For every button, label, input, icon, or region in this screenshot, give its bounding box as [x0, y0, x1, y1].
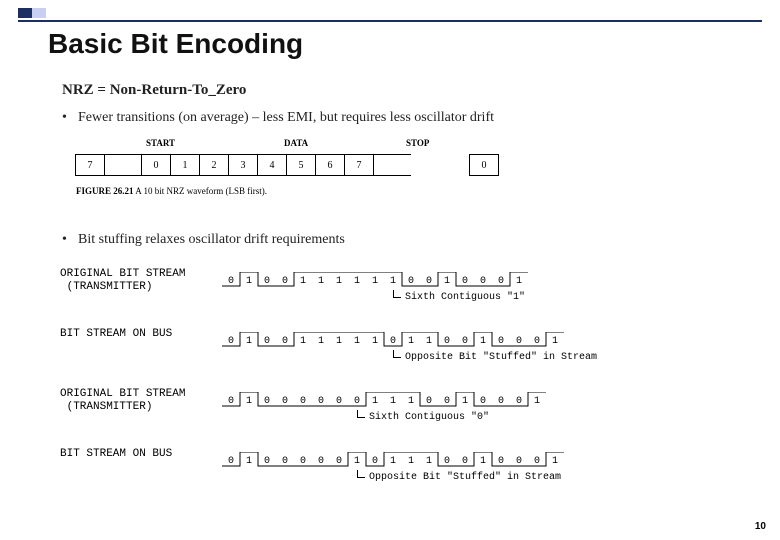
- nrz-cell: 7: [75, 154, 105, 176]
- figure-caption: FIGURE 26.21 A 10 bit NRZ waveform (LSB …: [76, 186, 267, 196]
- nrz-cell: [410, 154, 470, 176]
- nrz-waveform: [222, 452, 568, 472]
- annotation-hook: [357, 410, 365, 418]
- label-data: DATA: [284, 138, 308, 148]
- figure-caption-text: A 10 bit NRZ waveform (LSB first).: [134, 186, 268, 196]
- accent-bar: [18, 8, 58, 18]
- annotation-hook: [357, 470, 365, 478]
- nrz-waveform: [222, 392, 550, 412]
- nrz-cell: [104, 154, 142, 176]
- nrz-cell: 3: [228, 154, 258, 176]
- nrz-heading: NRZ = Non-Return-To_Zero: [62, 82, 246, 99]
- bullet-bit-stuffing: Bit stuffing relaxes oscillator drift re…: [78, 232, 345, 248]
- nrz-waveform: [222, 272, 532, 292]
- annotation-text: Opposite Bit "Stuffed" in Stream: [369, 472, 561, 483]
- annotation-text: Sixth Contiguous "1": [405, 292, 525, 303]
- figure-caption-bold: FIGURE 26.21: [76, 186, 134, 196]
- page-title: Basic Bit Encoding: [48, 28, 303, 60]
- stuffing-row: ORIGINAL BIT STREAM (TRANSMITTER)0100111…: [60, 260, 720, 320]
- nrz-figure: START DATA STOP 7012345670 FIGURE 26.21 …: [76, 136, 616, 196]
- annotation-text: Opposite Bit "Stuffed" in Stream: [405, 352, 597, 363]
- annotation-hook: [393, 290, 401, 298]
- nrz-cell: 0: [141, 154, 171, 176]
- stuffing-row-label: ORIGINAL BIT STREAM (TRANSMITTER): [60, 268, 210, 294]
- nrz-cell: 0: [469, 154, 499, 176]
- label-stop: STOP: [406, 138, 429, 148]
- stuffing-row: BIT STREAM ON BUS0100111110110010001Oppo…: [60, 320, 720, 380]
- stuffing-row: ORIGINAL BIT STREAM (TRANSMITTER)0100000…: [60, 380, 720, 440]
- nrz-cell: 7: [344, 154, 374, 176]
- annotation-text: Sixth Contiguous "0": [369, 412, 489, 423]
- stuffing-row: BIT STREAM ON BUS0100000101110010001Oppo…: [60, 440, 720, 500]
- stuffing-row-label: ORIGINAL BIT STREAM (TRANSMITTER): [60, 388, 210, 414]
- label-start: START: [146, 138, 175, 148]
- nrz-cell: 6: [315, 154, 345, 176]
- nrz-waveform: [222, 332, 568, 352]
- nrz-cell: 2: [199, 154, 229, 176]
- nrz-cell: [373, 154, 411, 176]
- header-rule: [18, 20, 762, 22]
- nrz-cells: 7012345670: [76, 154, 499, 176]
- nrz-cell: 1: [170, 154, 200, 176]
- bullet-fewer-transitions: Fewer transitions (on average) – less EM…: [78, 110, 494, 126]
- stuffing-row-label: BIT STREAM ON BUS: [60, 328, 210, 341]
- annotation-hook: [393, 350, 401, 358]
- stuffing-row-label: BIT STREAM ON BUS: [60, 448, 210, 461]
- nrz-cell: 5: [286, 154, 316, 176]
- accent-dark: [18, 8, 32, 18]
- nrz-cell: 4: [257, 154, 287, 176]
- accent-light: [32, 8, 46, 18]
- bit-stuffing-block: ORIGINAL BIT STREAM (TRANSMITTER)0100111…: [60, 260, 720, 500]
- page-number: 10: [755, 521, 766, 532]
